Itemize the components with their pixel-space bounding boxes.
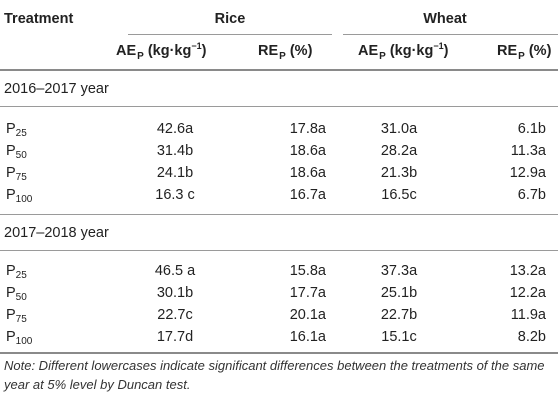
section-rule — [0, 106, 558, 107]
rice-re-cell: 20.1a — [289, 307, 326, 323]
treatment-cell: P75 — [6, 165, 27, 183]
rice-re-cell: 18.6a — [289, 143, 326, 159]
treatment-cell: P25 — [6, 121, 27, 139]
rice-re-cell: 15.8a — [289, 263, 326, 279]
wheat-re-cell: 11.9a — [510, 307, 546, 323]
section-title: 2016–2017 year — [4, 81, 109, 97]
treatment-cell: P75 — [6, 307, 27, 325]
treatment-cell: P50 — [6, 285, 27, 303]
rice-re-cell: 17.8a — [289, 121, 326, 137]
section-end-rule — [0, 214, 558, 215]
rice-ae-cell: 17.7d — [156, 329, 194, 345]
table-footnote: Note: Different lowercases indicate sign… — [4, 358, 545, 392]
rice-re-header: REP (%) — [258, 43, 313, 62]
wheat-ae-cell: 37.3a — [380, 263, 418, 279]
rice-re-cell: 16.1a — [289, 329, 326, 345]
rice-ae-cell: 24.1b — [156, 165, 194, 181]
rice-ae-cell: 42.6a — [156, 121, 194, 137]
rice-ae-cell: 22.7c — [157, 307, 193, 323]
wheat-group-rule — [343, 34, 558, 35]
wheat-re-cell: 12.2a — [509, 285, 546, 301]
section-title: 2017–2018 year — [4, 225, 109, 241]
table-bottom-rule — [0, 352, 558, 354]
wheat-ae-cell: 22.7b — [380, 307, 418, 323]
rice-ae-cell: 31.4b — [156, 143, 194, 159]
wheat-re-cell: 12.9a — [509, 165, 546, 181]
wheat-ae-cell: 21.3b — [380, 165, 418, 181]
wheat-ae-cell: 16.5c — [381, 187, 417, 203]
rice-ae-cell: 16.3 c — [155, 187, 195, 203]
wheat-re-cell: 11.3a — [510, 143, 546, 159]
wheat-ae-cell: 28.2a — [380, 143, 418, 159]
treatment-cell: P100 — [6, 329, 33, 347]
treatment-header: Treatment — [4, 11, 74, 27]
wheat-group-header: Wheat — [423, 11, 467, 27]
section-rule — [0, 250, 558, 251]
rice-ae-cell: 30.1b — [156, 285, 194, 301]
wheat-re-cell: 6.7b — [517, 187, 546, 203]
rice-re-cell: 18.6a — [289, 165, 326, 181]
wheat-ae-cell: 31.0a — [380, 121, 418, 137]
rice-group-rule — [128, 34, 332, 35]
treatment-cell: P50 — [6, 143, 27, 161]
wheat-re-cell: 13.2a — [509, 263, 546, 279]
rice-ae-cell: 46.5 a — [154, 263, 196, 279]
rice-re-cell: 17.7a — [289, 285, 326, 301]
wheat-ae-cell: 25.1b — [380, 285, 418, 301]
rice-re-cell: 16.7a — [289, 187, 326, 203]
header-bottom-rule — [0, 69, 558, 71]
wheat-re-cell: 6.1b — [517, 121, 546, 137]
treatment-cell: P100 — [6, 187, 33, 205]
rice-group-header: Rice — [214, 11, 246, 27]
wheat-re-cell: 8.2b — [517, 329, 546, 345]
wheat-re-header: REP (%) — [497, 43, 552, 62]
wheat-ae-cell: 15.1c — [381, 329, 417, 345]
wheat-ae-header: AEP (kg·kg−1) — [358, 41, 449, 62]
rice-ae-header: AEP (kg·kg−1) — [116, 41, 207, 62]
treatment-cell: P25 — [6, 263, 27, 281]
